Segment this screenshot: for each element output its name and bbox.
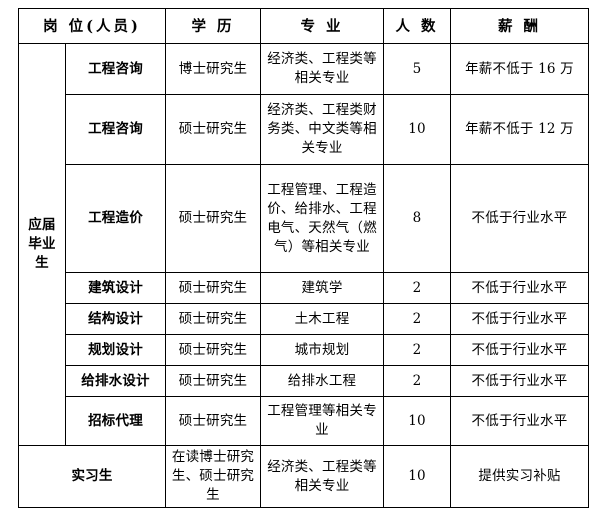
cell-salary: 年薪不低于 12 万	[450, 94, 589, 165]
header-major: 专 业	[260, 8, 384, 44]
cell-major: 工程管理、工程造价、给排水、工程电气、天然气（燃气）等相关专业	[260, 164, 384, 273]
cell-job: 结构设计	[65, 303, 166, 335]
table-row: 招标代理 硕士研究生 工程管理等相关专业 10 不低于行业水平	[19, 396, 589, 446]
table-row: 建筑设计 硕士研究生 建筑学 2 不低于行业水平	[19, 272, 589, 304]
cell-major: 经济类、工程类财务类、中文类等相关专业	[260, 94, 384, 165]
cell-salary: 提供实习补贴	[450, 445, 589, 508]
cell-job: 规划设计	[65, 334, 166, 366]
cell-job: 工程咨询	[65, 43, 166, 95]
cell-education: 硕士研究生	[165, 334, 261, 366]
cell-major: 给排水工程	[260, 365, 384, 397]
cell-job: 工程造价	[65, 164, 166, 273]
cell-job: 工程咨询	[65, 94, 166, 165]
table-row: 规划设计 硕士研究生 城市规划 2 不低于行业水平	[19, 334, 589, 366]
cell-major: 经济类、工程类等相关专业	[260, 43, 384, 95]
cell-count: 10	[383, 396, 451, 446]
cell-salary: 不低于行业水平	[450, 303, 589, 335]
header-position: 岗 位(人员)	[18, 8, 166, 44]
cell-count: 10	[383, 445, 451, 508]
table-row: 给排水设计 硕士研究生 给排水工程 2 不低于行业水平	[19, 365, 589, 397]
cell-major: 土木工程	[260, 303, 384, 335]
cell-major: 建筑学	[260, 272, 384, 304]
cell-salary: 不低于行业水平	[450, 365, 589, 397]
cell-major: 经济类、工程类等相关专业	[260, 445, 384, 508]
table-row: 结构设计 硕士研究生 土木工程 2 不低于行业水平	[19, 303, 589, 335]
cell-education: 硕士研究生	[165, 164, 261, 273]
cell-education: 在读博士研究生、硕士研究生	[165, 445, 261, 508]
recruitment-table: 岗 位(人员) 学 历 专 业 人 数 薪 酬 应届 毕业生 工程咨询 博士研究…	[18, 8, 589, 508]
cell-salary: 不低于行业水平	[450, 164, 589, 273]
cell-major: 工程管理等相关专业	[260, 396, 384, 446]
cell-count: 2	[383, 365, 451, 397]
cell-job: 建筑设计	[65, 272, 166, 304]
cell-count: 8	[383, 164, 451, 273]
table-row: 应届 毕业生 工程咨询 博士研究生 经济类、工程类等相关专业 5 年薪不低于 1…	[18, 43, 589, 446]
table-row: 实习生 在读博士研究生、硕士研究生 经济类、工程类等相关专业 10 提供实习补贴	[18, 445, 589, 508]
category-label-line2: 毕业生	[28, 236, 56, 271]
cell-count: 5	[383, 43, 451, 95]
table-row: 工程咨询 硕士研究生 经济类、工程类财务类、中文类等相关专业 10 年薪不低于 …	[19, 94, 589, 165]
cell-salary: 年薪不低于 16 万	[450, 43, 589, 95]
cell-salary: 不低于行业水平	[450, 272, 589, 304]
category-label-line1: 应届	[28, 217, 56, 233]
cell-education: 硕士研究生	[165, 94, 261, 165]
cell-salary: 不低于行业水平	[450, 396, 589, 446]
category-cell-intern: 实习生	[18, 445, 166, 508]
category-cell-graduates: 应届 毕业生	[18, 43, 66, 446]
header-count: 人 数	[383, 8, 451, 44]
cell-major: 城市规划	[260, 334, 384, 366]
cell-education: 硕士研究生	[165, 365, 261, 397]
cell-count: 2	[383, 272, 451, 304]
cell-count: 2	[383, 303, 451, 335]
cell-education: 硕士研究生	[165, 303, 261, 335]
table-row: 工程造价 硕士研究生 工程管理、工程造价、给排水、工程电气、天然气（燃气）等相关…	[19, 164, 589, 273]
cell-job: 给排水设计	[65, 365, 166, 397]
cell-salary: 不低于行业水平	[450, 334, 589, 366]
header-salary: 薪 酬	[450, 8, 589, 44]
cell-education: 硕士研究生	[165, 396, 261, 446]
cell-job: 招标代理	[65, 396, 166, 446]
cell-education: 硕士研究生	[165, 272, 261, 304]
header-education: 学 历	[165, 8, 261, 44]
cell-education: 博士研究生	[165, 43, 261, 95]
cell-count: 2	[383, 334, 451, 366]
recruitment-table-page: 岗 位(人员) 学 历 专 业 人 数 薪 酬 应届 毕业生 工程咨询 博士研究…	[18, 8, 589, 508]
table-header-row: 岗 位(人员) 学 历 专 业 人 数 薪 酬	[18, 8, 589, 44]
cell-count: 10	[383, 94, 451, 165]
